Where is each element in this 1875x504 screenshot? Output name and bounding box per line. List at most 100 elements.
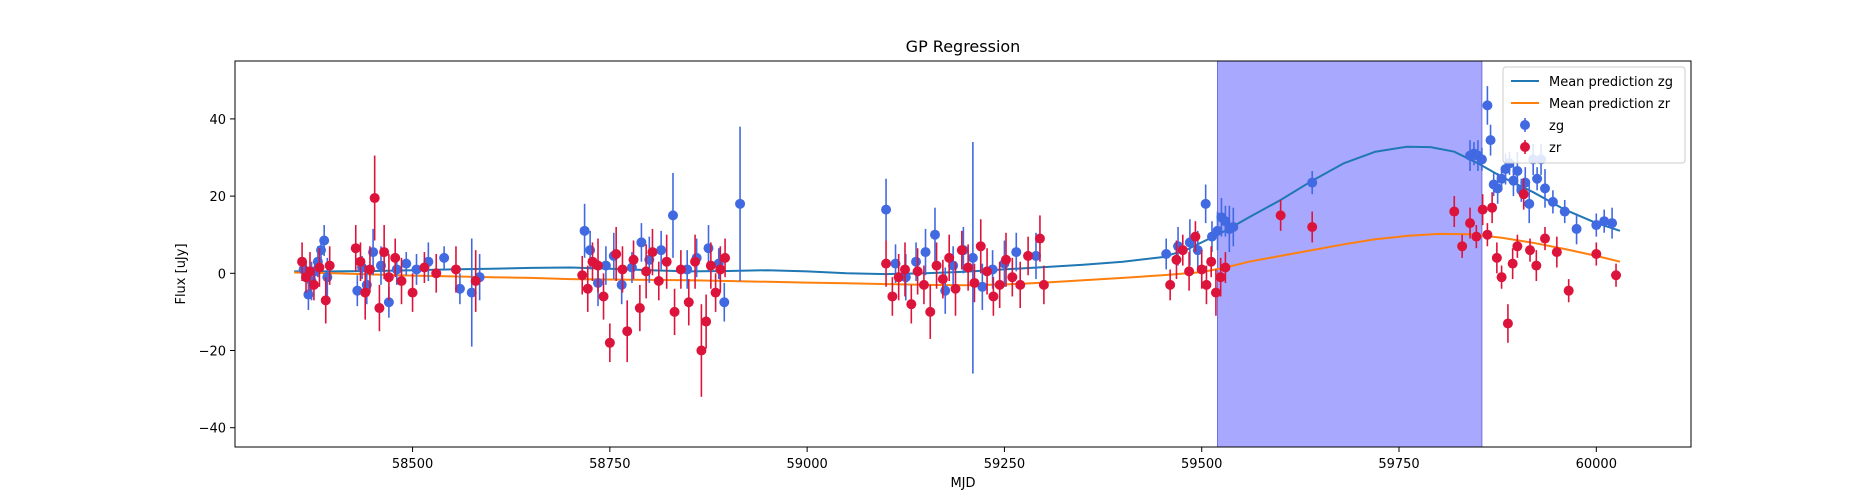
data-point-zr <box>683 297 694 308</box>
y-tick-label: 40 <box>209 113 226 128</box>
data-point-zr <box>1491 252 1502 263</box>
data-point-zr <box>320 295 331 306</box>
data-point-zg <box>929 229 940 240</box>
data-point-zr <box>906 299 917 310</box>
legend-label: zg <box>1549 119 1564 134</box>
data-point-zr <box>918 279 929 290</box>
data-point-zg <box>579 225 590 236</box>
data-point-zr <box>1171 254 1182 265</box>
data-point-zr <box>1518 189 1529 200</box>
data-point-zr <box>887 291 898 302</box>
legend-entry: Mean prediction zg <box>1511 75 1673 90</box>
x-tick-label: 60000 <box>1576 457 1617 472</box>
legend-entry: zr <box>1520 140 1562 156</box>
data-point-zg <box>1512 166 1523 177</box>
data-point-zr <box>1184 266 1195 277</box>
data-point-zr <box>641 266 652 277</box>
x-tick-label: 59500 <box>1181 457 1222 472</box>
data-point-zg <box>352 285 363 296</box>
legend-label: Mean prediction zg <box>1549 75 1673 90</box>
data-point-zr <box>956 245 967 256</box>
data-point-zr <box>994 279 1005 290</box>
data-point-zg <box>1485 135 1496 146</box>
data-point-zr <box>661 256 672 267</box>
legend-label: zr <box>1549 141 1562 156</box>
data-point-zr <box>1482 229 1493 240</box>
data-point-zr <box>1275 210 1286 221</box>
data-point-zg <box>636 237 647 248</box>
data-point-zg <box>1520 177 1531 188</box>
data-point-zg <box>454 283 465 294</box>
data-point-zg <box>1591 220 1602 231</box>
data-point-zr <box>1201 279 1212 290</box>
data-point-zr <box>1177 245 1188 256</box>
x-tick-label: 59250 <box>984 457 1025 472</box>
data-point-zr <box>374 303 385 314</box>
data-point-zg <box>1200 198 1211 209</box>
data-point-zg <box>735 198 746 209</box>
data-point-zr <box>1471 231 1482 242</box>
x-tick-label: 59000 <box>786 457 827 472</box>
legend-box <box>1502 66 1686 164</box>
data-point-zr <box>705 260 716 271</box>
x-tick-label: 59750 <box>1378 457 1419 472</box>
data-point-zr <box>308 279 319 290</box>
data-point-zr <box>1220 262 1231 273</box>
data-point-zr <box>617 264 628 275</box>
data-point-zr <box>364 264 375 275</box>
data-point-zr <box>1001 254 1012 265</box>
data-point-zr <box>1507 258 1518 269</box>
data-point-zr <box>963 262 974 273</box>
data-point-zr <box>701 316 712 327</box>
data-point-zr <box>598 291 609 302</box>
data-point-zr <box>1611 270 1622 281</box>
data-point-zr <box>634 303 645 314</box>
data-point-zg <box>1571 223 1582 234</box>
data-point-zr <box>1496 272 1507 283</box>
data-point-zg <box>1607 218 1618 229</box>
data-point-zg <box>1540 183 1551 194</box>
data-point-zr <box>1465 218 1476 229</box>
data-point-zr <box>390 252 401 263</box>
data-point-zg <box>319 235 330 246</box>
data-point-zr <box>604 337 615 348</box>
data-point-zr <box>350 243 361 254</box>
data-point-zr <box>1525 245 1536 256</box>
data-point-zr <box>715 264 726 275</box>
legend-swatch <box>1520 142 1530 152</box>
data-point-zr <box>396 276 407 287</box>
data-point-zg <box>600 260 611 271</box>
data-point-zr <box>622 326 633 337</box>
data-point-zg <box>656 245 667 256</box>
data-point-zr <box>950 283 961 294</box>
data-point-zr <box>297 256 308 267</box>
data-point-zr <box>1190 231 1201 242</box>
data-point-zr <box>593 260 604 271</box>
data-point-zr <box>611 249 622 259</box>
y-tick-label: 0 <box>218 267 226 282</box>
data-point-zr <box>720 252 731 263</box>
x-tick-label: 58500 <box>392 457 433 472</box>
y-tick-label: −20 <box>199 345 226 360</box>
data-point-zr <box>1210 287 1221 298</box>
data-point-zr <box>969 277 980 288</box>
data-point-zr <box>577 270 588 281</box>
data-point-zr <box>1477 204 1488 215</box>
data-point-zr <box>647 247 658 258</box>
data-point-zr <box>988 291 999 302</box>
x-tick-label: 58750 <box>589 457 630 472</box>
legend-entry: Mean prediction zr <box>1511 97 1671 112</box>
data-point-zr <box>710 287 721 298</box>
data-point-zr <box>1502 318 1513 329</box>
data-point-zg <box>1030 250 1041 261</box>
data-point-zr <box>360 287 371 298</box>
data-point-zg <box>1161 249 1172 259</box>
data-point-zr <box>944 252 955 263</box>
data-point-zr <box>1591 249 1602 259</box>
data-point-zg <box>1599 216 1610 227</box>
y-axis-label: Flux [uJy] <box>174 243 189 304</box>
data-point-zg <box>940 285 951 296</box>
data-point-zg <box>1476 154 1487 165</box>
data-point-zr <box>1551 247 1562 258</box>
